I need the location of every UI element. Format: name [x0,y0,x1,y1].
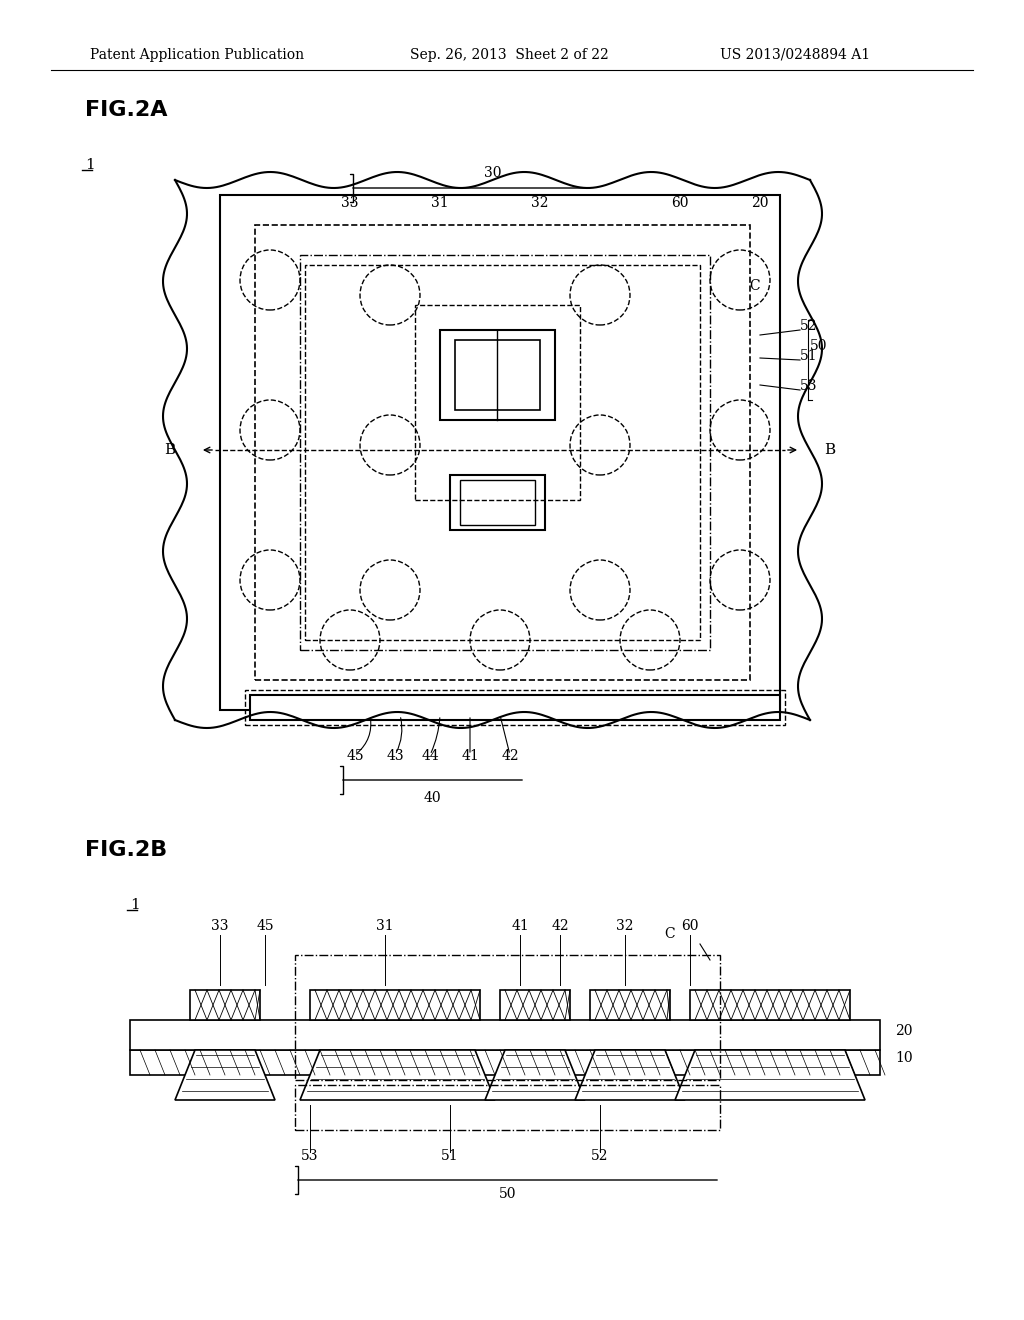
Text: 40: 40 [424,791,441,805]
Text: Sep. 26, 2013  Sheet 2 of 22: Sep. 26, 2013 Sheet 2 of 22 [410,48,608,62]
Text: 53: 53 [301,1148,318,1163]
Bar [690,990,850,1020]
Bar [130,1049,880,1074]
Text: B: B [824,444,836,457]
Text: 43: 43 [386,748,403,763]
Text: 45: 45 [256,919,273,933]
Bar [590,990,670,1020]
Text: 32: 32 [616,919,634,933]
Bar [255,224,750,680]
Text: 51: 51 [800,348,817,363]
Bar [500,990,570,1020]
Text: 52: 52 [800,319,817,333]
Text: 20: 20 [752,195,769,210]
Text: 44: 44 [421,748,439,763]
Bar [440,330,555,420]
Polygon shape [575,1049,685,1100]
Bar [455,341,540,411]
Bar [300,255,710,649]
Text: 30: 30 [483,166,502,180]
Bar [295,1085,720,1130]
Text: 1: 1 [85,158,95,172]
Bar [250,696,780,719]
Text: 53: 53 [800,379,817,393]
Text: 31: 31 [376,919,394,933]
Bar [245,690,785,725]
Bar [130,1020,880,1049]
Polygon shape [675,1049,865,1100]
Text: 50: 50 [499,1187,516,1201]
Text: 45: 45 [346,748,364,763]
Text: FIG.2A: FIG.2A [85,100,168,120]
Text: B: B [165,444,175,457]
Text: 42: 42 [501,748,519,763]
Polygon shape [175,1049,275,1100]
Polygon shape [485,1049,585,1100]
Polygon shape [300,1049,495,1100]
Bar [190,990,260,1020]
Text: 32: 32 [531,195,549,210]
Text: 51: 51 [441,1148,459,1163]
Text: 20: 20 [895,1024,912,1038]
Text: 10: 10 [895,1051,912,1065]
Text: 60: 60 [681,919,698,933]
Text: 42: 42 [551,919,568,933]
Bar [310,990,480,1020]
Text: 31: 31 [431,195,449,210]
Text: 33: 33 [211,919,228,933]
Text: 41: 41 [461,748,479,763]
Text: 33: 33 [341,195,358,210]
Text: FIG.2B: FIG.2B [85,840,167,861]
Text: Patent Application Publication: Patent Application Publication [90,48,304,62]
Bar [460,480,535,525]
Text: 50: 50 [810,339,827,352]
Text: 1: 1 [130,898,139,912]
Text: C: C [750,279,760,293]
Text: US 2013/0248894 A1: US 2013/0248894 A1 [720,48,870,62]
Text: C: C [665,927,675,941]
Text: 52: 52 [591,1148,608,1163]
Bar [220,195,780,710]
Bar [415,305,580,500]
Bar [450,475,545,531]
Bar [305,265,700,640]
Bar [295,954,720,1080]
Text: 41: 41 [511,919,528,933]
Text: 60: 60 [672,195,689,210]
